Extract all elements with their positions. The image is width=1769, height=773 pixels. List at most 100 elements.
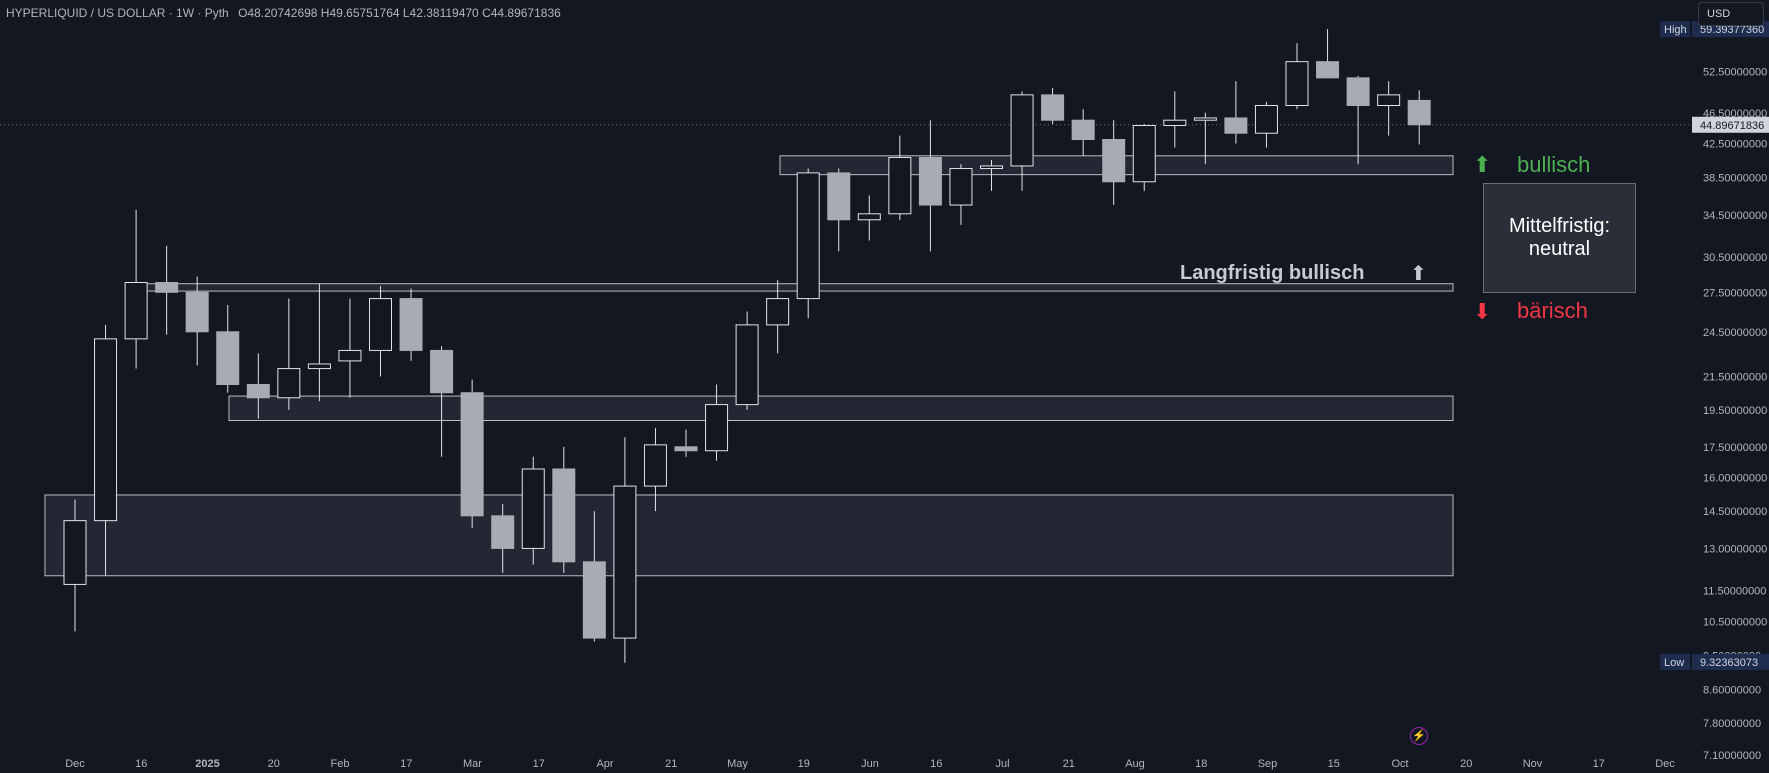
candle-body [63,520,87,585]
time-axis-label: Mar [463,758,482,770]
candle [1285,43,1309,110]
time-axis-label: Aug [1125,758,1145,770]
price-tick-label: 8.60000000 [1703,685,1761,697]
candle [124,209,148,369]
candle-body [674,446,698,452]
time-axis-label: Apr [596,758,613,770]
price-tick-label: 17.50000000 [1703,442,1767,454]
candle [307,283,331,402]
candle-body [827,172,851,221]
candle-body [1346,77,1370,107]
price-tick-label: 7.80000000 [1703,718,1761,730]
candle-body [1224,117,1248,134]
price-tick-label: 24.50000000 [1703,327,1767,339]
last-price-badge-bg [1692,116,1769,133]
price-tick-label: 19.50000000 [1703,405,1767,417]
candle [949,164,973,225]
time-axis-label: 18 [1195,758,1207,770]
low-value: 9.32363073 [1700,657,1758,669]
time-axis-label: 17 [400,758,412,770]
candle-body [1407,99,1431,126]
candle-body [1254,105,1278,134]
time-axis-label: 20 [268,758,280,770]
price-tick-label: 11.50000000 [1703,585,1766,597]
time-axis-label: Dec [65,758,85,770]
midterm-label-line1: Mittelfristig: [1508,215,1611,237]
candle-body [613,485,637,639]
midterm-label-line2: neutral [1528,238,1591,260]
candle-body [246,383,270,399]
candle-body [430,349,454,394]
candle-body [735,324,759,406]
arrow-up-icon: ⬆ [1473,152,1492,177]
candle-body [338,349,362,362]
time-axis-label: Sep [1258,758,1278,770]
candle-body [399,298,423,351]
chart-legend: HYPERLIQUID / US DOLLAR · 1W · Pyth O48.… [6,6,561,20]
high-badge-label-bg [1660,21,1690,38]
time-axis-label: 17 [533,758,545,770]
candle [1071,109,1095,156]
candle [1041,87,1065,124]
candle-body [369,298,392,351]
price-tick-label: 42.50000000 [1703,139,1767,151]
candle-body [796,172,820,300]
candle [1377,81,1401,136]
candle [1254,101,1278,148]
candle-body [185,291,209,333]
candle-body [1285,61,1309,107]
price-tick-label: 14.50000000 [1703,506,1767,518]
price-scale[interactable]: 52.5000000046.5000000042.5000000038.5000… [1660,0,1769,773]
price-tick-label: 52.50000000 [1703,66,1767,78]
long-term-arrow-up-icon: ⬆ [1410,263,1427,285]
time-axis-label: 16 [930,758,942,770]
candle [674,429,698,457]
candle-body [1193,117,1217,121]
candle-body [1377,94,1401,107]
high-value: 59.39377360 [1700,24,1764,36]
time-axis-label: Dec [1655,758,1675,770]
price-tick-label: 10.50000000 [1703,616,1767,628]
candle-body [1316,61,1340,79]
candle [735,311,759,410]
candle-body [888,156,912,215]
candlesticks [63,29,1431,663]
low-badge-bg [1692,654,1769,671]
candle [766,280,790,354]
candle-body [643,444,667,487]
time-axis-label: 20 [1460,758,1472,770]
candle [491,504,515,573]
candle [277,298,301,410]
candle [246,353,270,419]
candle [827,168,851,252]
time-axis-label: 17 [1593,758,1605,770]
candle [1193,112,1217,165]
symbol-title: HYPERLIQUID / US DOLLAR · 1W · Pyth [6,6,229,20]
zone-low [44,494,1454,577]
candle [1346,75,1370,165]
candle-body [124,282,148,340]
last-price-value: 44.89671836 [1700,120,1764,132]
price-tick-label: 34.50000000 [1703,210,1767,222]
time-axis[interactable]: Dec 16 2025 20 Feb 17 Mar 17 Apr 21 May 19 Jun 16 Jul 2… [65,758,1675,770]
candle [460,379,484,528]
candle-body [857,213,881,221]
candle [1102,120,1126,206]
candle-body [521,468,545,549]
candle-body [94,338,118,522]
zone-mid [228,395,1454,421]
currency-button[interactable]: USD [1698,2,1764,26]
candle [1224,81,1248,144]
bearish-label: bärisch [1517,298,1588,323]
candle-body [1163,119,1187,127]
candle [918,120,942,252]
candle [613,437,637,663]
time-axis-label: 21 [665,758,677,770]
lightning-icon[interactable]: ⚡ [1410,727,1428,745]
candle [216,304,240,393]
candle [338,298,362,398]
candle-body [460,392,484,517]
price-tick-label: 30.50000000 [1703,252,1767,264]
candle [552,446,576,573]
